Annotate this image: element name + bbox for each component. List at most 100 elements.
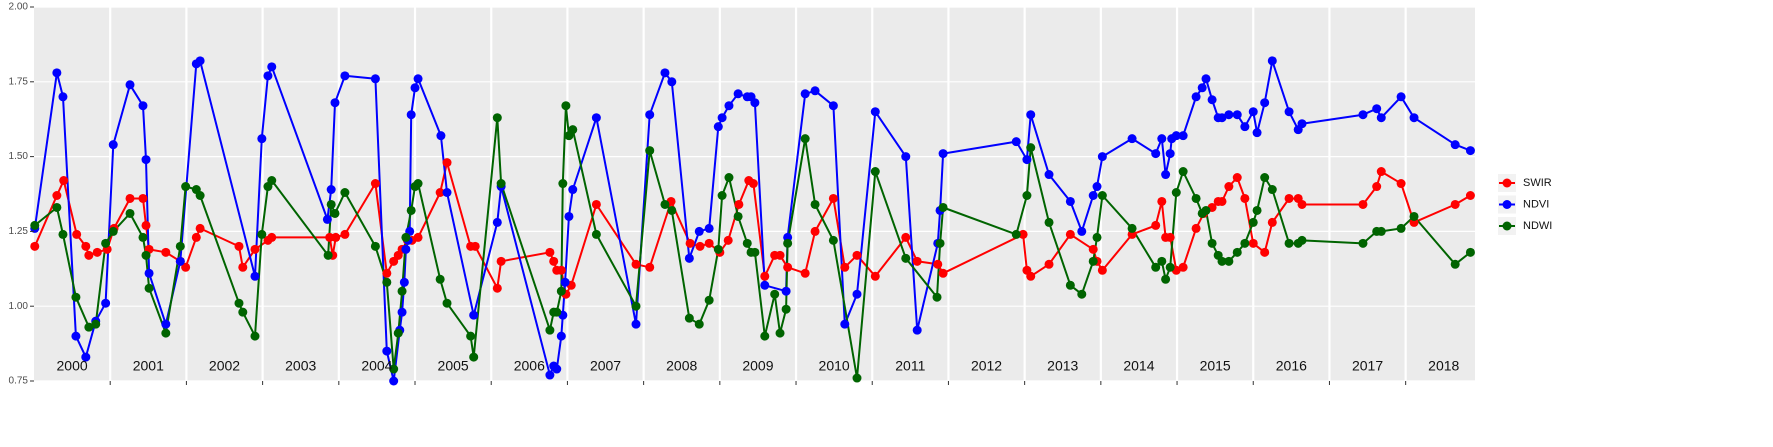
- data-point: [1092, 232, 1102, 242]
- data-point: [1376, 167, 1386, 177]
- data-point: [442, 158, 452, 168]
- data-point: [685, 238, 695, 248]
- data-point: [1297, 199, 1307, 209]
- data-point: [92, 247, 102, 257]
- data-point: [1165, 149, 1175, 159]
- data-point: [591, 229, 601, 239]
- data-point: [1207, 95, 1217, 105]
- data-point: [1011, 137, 1021, 147]
- year-label: 2011: [895, 358, 925, 374]
- data-point: [564, 211, 574, 221]
- data-point: [1178, 167, 1188, 177]
- data-point: [810, 199, 820, 209]
- data-point: [322, 214, 332, 224]
- data-point: [840, 262, 850, 272]
- data-point: [1088, 244, 1098, 254]
- legend-point: [1502, 200, 1512, 209]
- data-point: [552, 307, 562, 317]
- data-point: [399, 277, 409, 287]
- data-point: [1097, 190, 1107, 200]
- y-tick-label: 2.00: [9, 2, 29, 13]
- data-point: [912, 325, 922, 335]
- data-point: [141, 220, 151, 230]
- data-point: [800, 89, 810, 99]
- data-point: [1044, 217, 1054, 227]
- data-point: [901, 253, 911, 263]
- data-point: [1297, 119, 1307, 129]
- y-tick-label: 1.25: [9, 226, 29, 237]
- data-point: [1396, 179, 1406, 189]
- data-point: [783, 238, 793, 248]
- data-point: [181, 182, 191, 192]
- data-point: [84, 322, 94, 332]
- data-point: [492, 217, 502, 227]
- data-point: [1157, 256, 1167, 266]
- data-point: [645, 262, 655, 272]
- legend: SWIR NDVI NDWI: [1498, 174, 1552, 235]
- data-point: [138, 232, 148, 242]
- data-point: [1450, 140, 1460, 150]
- year-label: 2018: [1428, 358, 1459, 374]
- data-point: [1191, 92, 1201, 102]
- data-point: [406, 205, 416, 215]
- data-point: [1161, 170, 1171, 180]
- data-point: [852, 289, 862, 299]
- data-point: [370, 74, 380, 84]
- data-point: [1267, 185, 1277, 195]
- data-point: [1065, 229, 1075, 239]
- data-point: [1044, 259, 1054, 269]
- data-point: [161, 247, 171, 257]
- data-point: [250, 331, 260, 341]
- data-point: [101, 238, 111, 248]
- year-label: 2000: [57, 358, 88, 374]
- data-point: [742, 238, 752, 248]
- data-point: [238, 262, 248, 272]
- data-point: [382, 268, 392, 278]
- data-point: [1284, 238, 1294, 248]
- data-point: [556, 286, 566, 296]
- data-point: [108, 140, 118, 150]
- data-point: [870, 107, 880, 117]
- data-point: [1358, 238, 1368, 248]
- data-point: [724, 101, 734, 111]
- data-point: [442, 298, 452, 308]
- data-point: [1157, 134, 1167, 144]
- data-point: [552, 364, 562, 374]
- data-point: [828, 235, 838, 245]
- data-point: [783, 262, 793, 272]
- data-point: [238, 307, 248, 317]
- data-point: [912, 256, 922, 266]
- data-point: [101, 298, 111, 308]
- data-point: [267, 232, 277, 242]
- year-label: 2002: [209, 358, 240, 374]
- data-point: [631, 259, 641, 269]
- data-point: [1240, 122, 1250, 132]
- data-point: [58, 92, 68, 102]
- data-point: [267, 176, 277, 186]
- y-tick-label: 1.75: [9, 76, 29, 87]
- data-point: [1088, 256, 1098, 266]
- data-point: [1077, 289, 1087, 299]
- data-point: [684, 313, 694, 323]
- data-point: [138, 193, 148, 203]
- data-point: [125, 80, 135, 90]
- data-point: [684, 253, 694, 263]
- year-label: 2007: [590, 358, 621, 374]
- data-point: [704, 238, 714, 248]
- data-point: [733, 89, 743, 99]
- data-point: [800, 134, 810, 144]
- data-point: [470, 241, 480, 251]
- data-point: [1178, 131, 1188, 141]
- data-point: [545, 247, 555, 257]
- data-point: [549, 256, 559, 266]
- data-point: [413, 74, 423, 84]
- data-point: [660, 199, 670, 209]
- data-point: [852, 250, 862, 260]
- data-point: [413, 179, 423, 189]
- data-point: [181, 262, 191, 272]
- data-point: [1097, 152, 1107, 162]
- data-point: [125, 193, 135, 203]
- data-point: [828, 101, 838, 111]
- data-point: [144, 268, 154, 278]
- data-point: [713, 122, 723, 132]
